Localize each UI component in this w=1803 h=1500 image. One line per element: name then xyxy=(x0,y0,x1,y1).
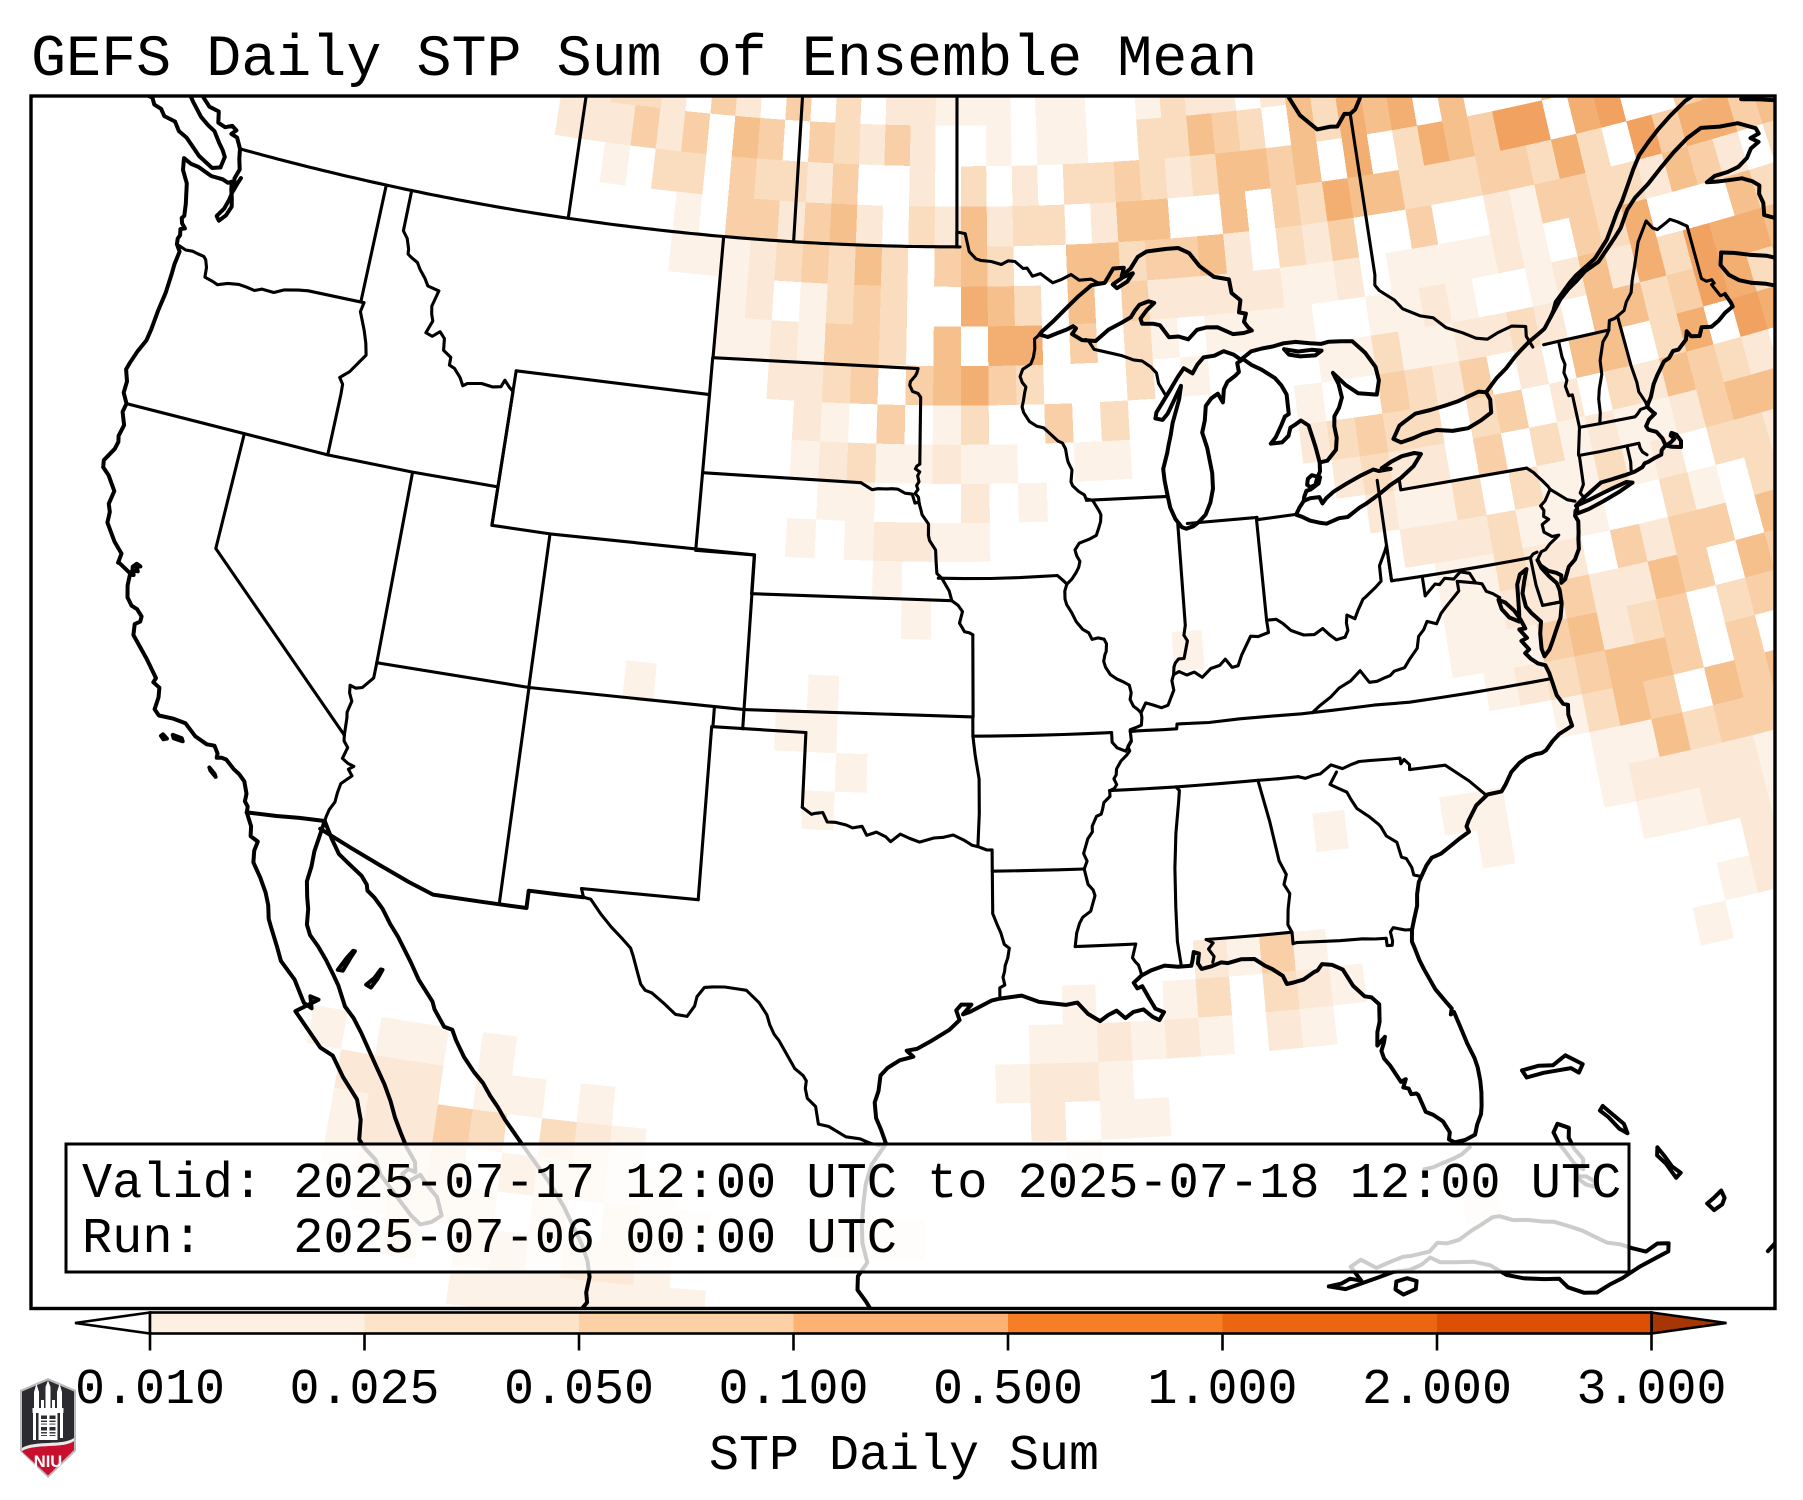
svg-text:NIU: NIU xyxy=(34,1453,62,1471)
